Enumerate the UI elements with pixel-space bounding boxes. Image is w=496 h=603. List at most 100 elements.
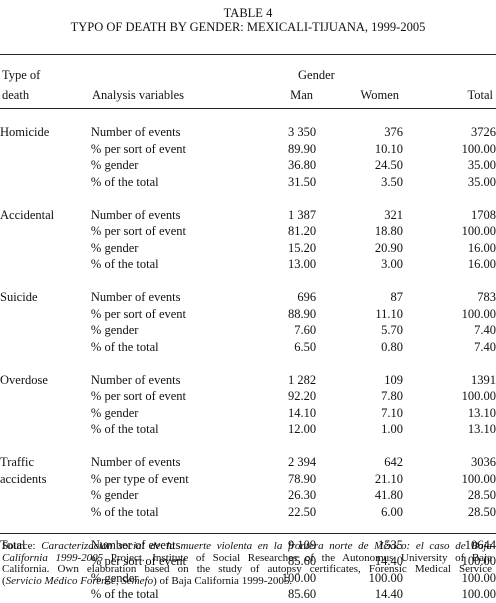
header-type-line1: Type of	[2, 68, 41, 82]
header-rule	[0, 108, 496, 109]
analysis-variable-cell: % per sort of event	[90, 306, 187, 321]
group-spacer-cell	[0, 438, 496, 455]
table-row: % per sort of event 85.60 14.40 100.00	[0, 553, 496, 570]
women-value-cell: 100.00	[368, 570, 404, 585]
type-of-death-cell: Accidental	[0, 207, 55, 222]
total-value-cell: 10644	[464, 537, 496, 552]
source-line-2: California 1999-2005 Project. Institute …	[2, 551, 492, 564]
analysis-variable-cell: % gender	[90, 323, 139, 337]
header-total: Total	[467, 88, 493, 102]
analysis-variable-cell: % per sort of event	[90, 389, 187, 403]
group-spacer-cell	[0, 355, 496, 372]
analysis-variable-cell: Number of events	[90, 207, 181, 222]
women-value-cell: 18.80	[374, 224, 404, 238]
analysis-variable-cell: % gender	[90, 570, 139, 585]
table-row: % of the total 13.00 3.00 16.00	[0, 256, 496, 273]
table-row: % per sort of event 88.90 11.10 100.00	[0, 306, 496, 323]
total-value-cell: 13.10	[467, 405, 496, 420]
women-value-cell: 109	[384, 372, 404, 387]
analysis-variable-cell: % of the total	[90, 422, 159, 436]
table-row: % gender 26.30 41.80 28.50	[0, 487, 496, 504]
analysis-variable-cell: % gender	[90, 488, 139, 502]
total-value-cell: 100.00	[461, 570, 496, 585]
type-of-death-cell: accidents	[0, 471, 47, 486]
total-value-cell: 13.10	[467, 422, 496, 436]
man-value-cell: 88.90	[288, 306, 317, 321]
man-value-cell: 31.50	[288, 174, 317, 189]
type-of-death-cell	[0, 586, 91, 603]
analysis-variable-cell: % of the total	[90, 257, 159, 271]
source-note: Source: Caracterización social de la mue…	[2, 540, 492, 587]
source-title-part1: Caracterización social de la muerte viol…	[41, 540, 492, 552]
header-man: Man	[290, 88, 313, 102]
women-value-cell: 642	[384, 455, 404, 469]
type-of-death-cell	[0, 339, 91, 356]
man-value-cell: 81.20	[288, 224, 317, 238]
header-type-line2: death	[2, 88, 30, 102]
analysis-variable-cell: % per type of event	[90, 471, 189, 486]
women-value-cell: 10.10	[374, 141, 404, 156]
total-value-cell: 100.00	[461, 471, 496, 486]
women-value-cell: 0.80	[381, 339, 404, 354]
man-value-cell: 696	[297, 290, 317, 304]
total-value-cell: 100.00	[461, 554, 496, 568]
type-of-death-cell	[0, 306, 91, 323]
type-of-death-cell: Suicide	[0, 290, 38, 304]
women-value-cell: 6.00	[381, 504, 404, 519]
table-row: % per sort of event 92.20 7.80 100.00	[0, 388, 496, 405]
total-value-cell: 1708	[471, 207, 496, 222]
table-row: % of the total 12.00 1.00 13.10	[0, 421, 496, 438]
man-value-cell: 7.60	[294, 323, 317, 337]
man-value-cell: 1 282	[288, 372, 317, 387]
source-line-1: Source: Caracterización social de la mue…	[2, 540, 492, 553]
man-value-cell: 89.90	[288, 141, 317, 156]
group-spacer	[0, 190, 496, 207]
total-value-cell: 100.00	[461, 306, 496, 321]
women-value-cell: 3.50	[381, 174, 404, 189]
man-value-cell: 12.00	[288, 422, 317, 436]
analysis-variable-cell: % of the total	[90, 174, 159, 189]
women-value-cell: 11.10	[375, 306, 404, 321]
total-value-cell: 16.00	[467, 240, 496, 255]
total-value-cell: 7.40	[474, 323, 496, 337]
top-rule	[0, 54, 496, 55]
group-spacer	[0, 273, 496, 290]
source-italic-semefo: Servicio Médico Forense, Semefo	[5, 574, 154, 587]
type-of-death-cell	[0, 487, 91, 504]
table-row: % gender 100.00 100.00 100.00	[0, 570, 496, 587]
total-value-cell: 100.00	[461, 224, 496, 238]
analysis-variable-cell: Number of events	[90, 290, 181, 304]
table-row: Total Number of events 9 109 1535 10644	[0, 537, 496, 554]
women-value-cell: 7.10	[381, 405, 404, 420]
table-row: % per sort of event 89.90 10.10 100.00	[0, 141, 496, 158]
type-of-death-cell	[0, 504, 91, 521]
group-spacer	[0, 355, 496, 372]
table-row: Homicide Number of events 3 350 376 3726	[0, 124, 496, 141]
total-value-cell: 7.40	[474, 339, 496, 354]
total-value-cell: 1391	[471, 372, 496, 387]
type-of-death-cell	[0, 141, 91, 158]
women-value-cell: 14.40	[374, 554, 404, 568]
man-value-cell: 2 394	[288, 455, 317, 469]
total-value-cell: 3726	[471, 125, 496, 139]
man-value-cell: 85.60	[288, 554, 317, 568]
women-value-cell: 1.00	[381, 422, 404, 436]
women-value-cell: 41.80	[374, 488, 404, 502]
data-table-body: Homicide Number of events 3 350 376 3726 % pe…	[0, 124, 496, 603]
group-spacer-cell	[0, 190, 496, 207]
data-table: Homicide Number of events 3 350 376 3726 % pe…	[0, 124, 496, 603]
table-row: % of the total 22.50 6.00 28.50	[0, 504, 496, 521]
bottom-rule	[0, 533, 496, 534]
table-title: TYPO OF DEATH BY GENDER: MEXICALI-TIJUAN…	[70, 20, 426, 34]
women-value-cell: 21.10	[374, 471, 404, 486]
table-row: % gender 7.60 5.70 7.40	[0, 322, 496, 339]
analysis-variable-cell: % of the total	[90, 587, 159, 601]
man-value-cell: 92.20	[288, 389, 317, 403]
table-row: % of the total 85.60 14.40 100.00	[0, 586, 496, 603]
table-row: Suicide Number of events 696 87 783	[0, 289, 496, 306]
table-row: accidents % per type of event 78.90 21.10 10…	[0, 471, 496, 488]
analysis-variable-cell: Number of events	[90, 125, 181, 139]
type-of-death-cell: Homicide	[0, 125, 50, 139]
type-of-death-cell	[0, 388, 91, 405]
analysis-variable-cell: Number of events	[90, 372, 181, 387]
